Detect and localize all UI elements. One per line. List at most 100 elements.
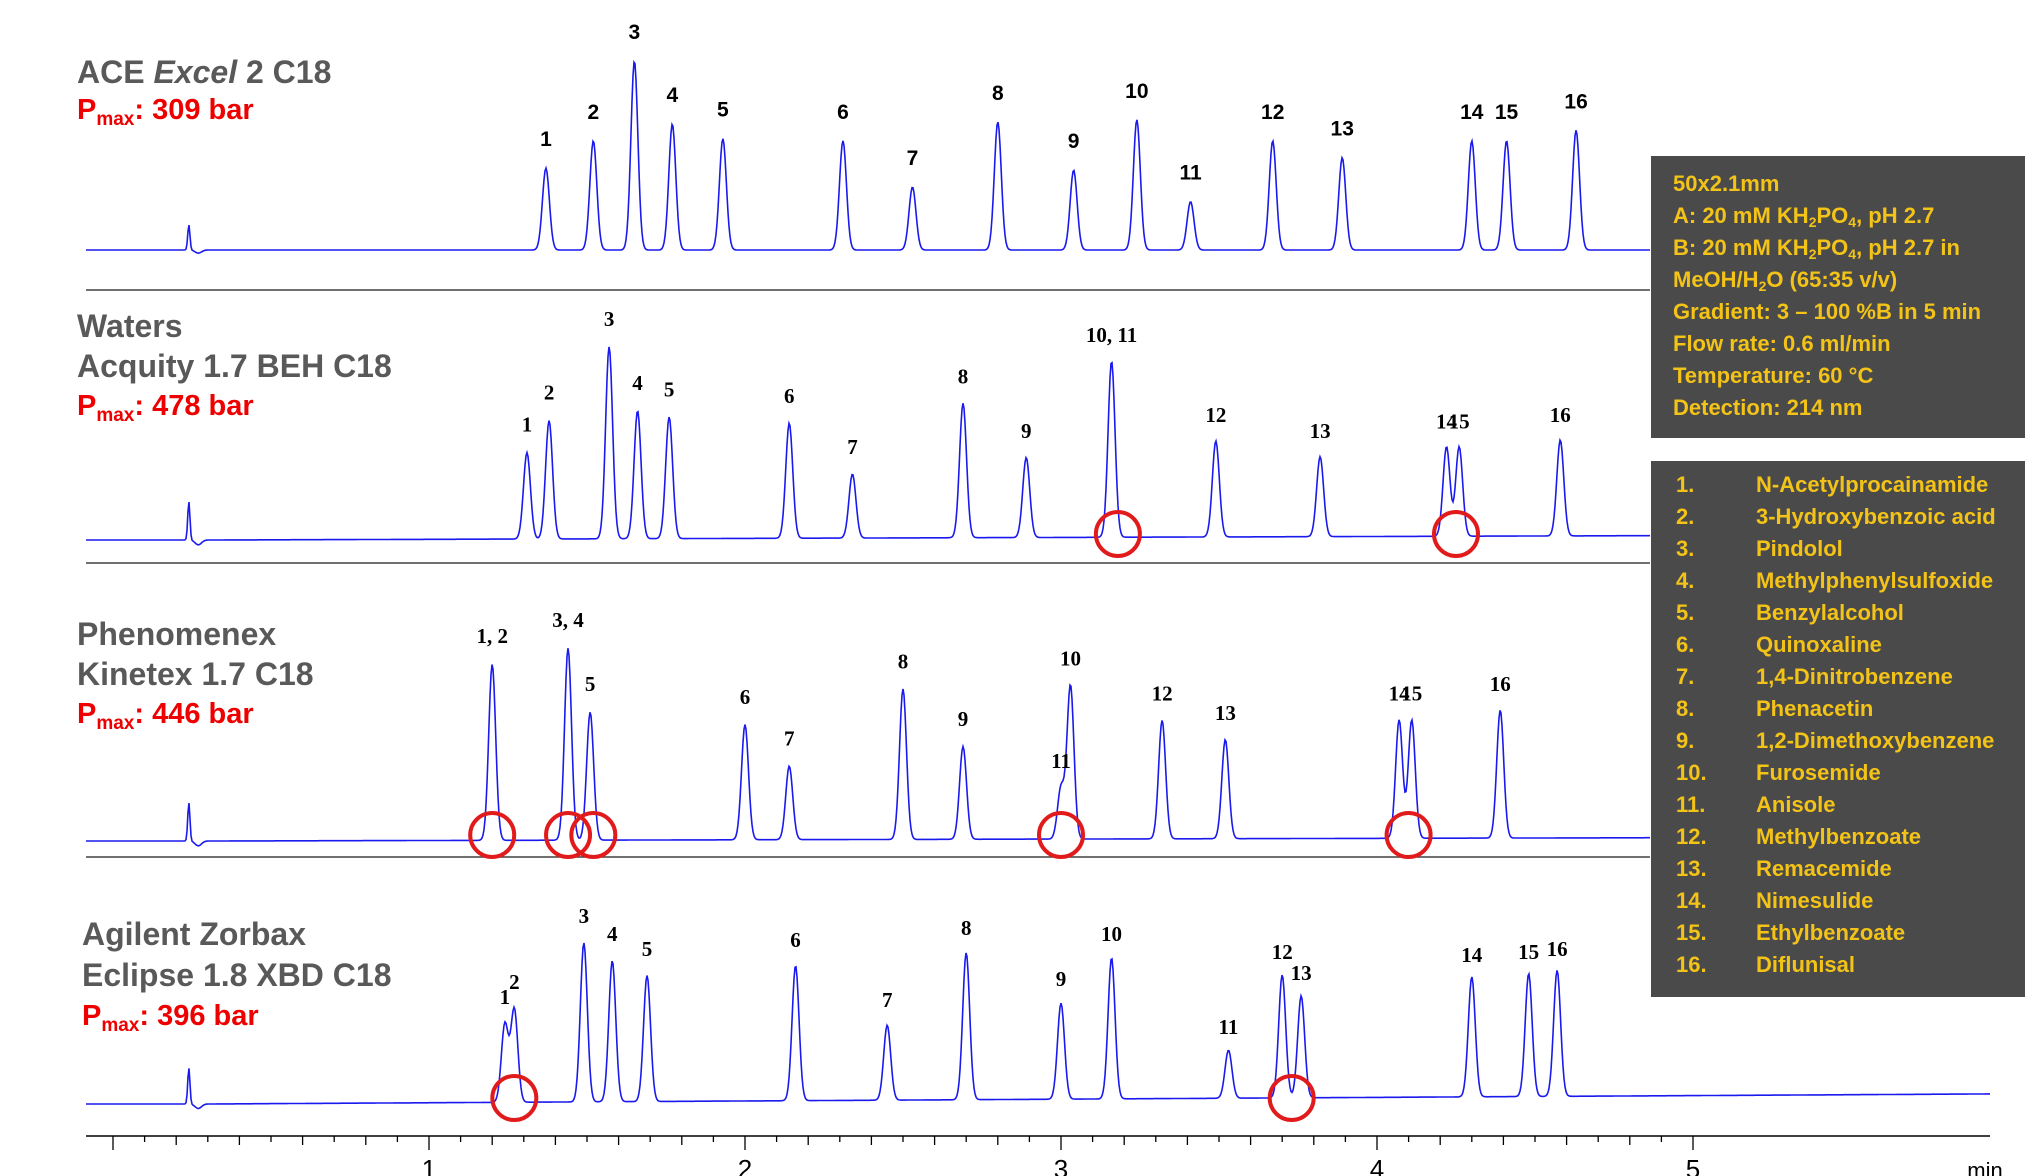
- pmax-phenomenex: Pmax: 446 bar: [77, 698, 254, 734]
- peak-label: 12: [1152, 682, 1173, 706]
- x-axis-unit-label: min: [1967, 1158, 2002, 1176]
- column-title-waters-line1: Waters: [77, 308, 183, 344]
- compound-row: 1. N-Acetylprocainamide: [1651, 469, 2025, 501]
- peak-label: 3: [579, 904, 590, 928]
- compound-number: 9.: [1676, 728, 1695, 753]
- chromatogram-trace: [86, 942, 1990, 1110]
- peak-label: 1: [540, 128, 552, 151]
- x-tick-label: 2: [738, 1154, 752, 1176]
- coelution-circle: [1432, 510, 1480, 558]
- peak-label: 10: [1060, 646, 1081, 670]
- peak-label: 13: [1215, 701, 1236, 725]
- compound-row: 12. Methylbenzoate: [1651, 821, 2025, 853]
- peak-label: 13: [1331, 118, 1354, 141]
- column-title-waters-line2: Acquity 1.7 BEH C18: [77, 348, 392, 384]
- peak-label: 1, 2: [476, 624, 508, 648]
- pmax-waters: Pmax: 478 bar: [77, 390, 254, 426]
- peak-label: 11: [1051, 749, 1071, 773]
- cond-mobile-a: A: 20 mM KH2PO4, pH 2.7: [1673, 203, 1935, 230]
- peak-label: 7: [882, 988, 893, 1012]
- chromatogram-trace: [86, 346, 1651, 546]
- coelution-circle: [544, 811, 593, 859]
- peak-label: 14: [1389, 682, 1411, 706]
- compound-number: 7.: [1676, 664, 1695, 689]
- peak-label: 4: [607, 922, 618, 946]
- peak-label: 5: [717, 99, 729, 122]
- cond-solvent: MeOH/H2O (65:35 v/v): [1673, 267, 1898, 294]
- trace-layer: [86, 59, 1990, 1110]
- peak-label: 7: [784, 726, 795, 750]
- peak-label: 8: [961, 916, 972, 940]
- compound-number: 12.: [1676, 824, 1707, 849]
- coelution-circle: [569, 811, 618, 859]
- peak-label: 13: [1310, 419, 1331, 443]
- coelution-circle: [1384, 811, 1433, 859]
- cond-flow-rate: Flow rate: 0.6 ml/min: [1673, 331, 1891, 356]
- compound-row: 4. Methylphenylsulfoxide: [1651, 565, 2025, 597]
- chromatogram-trace: [86, 59, 1650, 254]
- peak-label: 16: [1564, 90, 1587, 113]
- compound-row: 7. 1,4-Dinitrobenzene: [1651, 661, 2025, 693]
- compound-row: 5. Benzylalcohol: [1651, 597, 2025, 629]
- peak-label: 6: [740, 685, 751, 709]
- peak-label: 14: [1461, 943, 1483, 967]
- x-axis: 1 2 3 4 5 min: [86, 1135, 2003, 1176]
- peak-label: 10: [1101, 922, 1122, 946]
- peak-label: 8: [992, 82, 1004, 105]
- compound-name: Phenacetin: [1756, 696, 1874, 721]
- compound-name: Anisole: [1756, 792, 1836, 817]
- peak-label: 4: [666, 84, 678, 107]
- compound-number: 1.: [1676, 472, 1695, 497]
- compound-number: 5.: [1676, 600, 1695, 625]
- peak-label: 3: [629, 21, 641, 44]
- peak-label: 10, 11: [1086, 323, 1137, 347]
- compound-name: 1,2-Dimethoxybenzene: [1756, 728, 1995, 753]
- peak-label: 7: [847, 435, 858, 459]
- peak-label: 11: [1179, 162, 1202, 185]
- pmax-ace: Pmax: 309 bar: [77, 94, 254, 130]
- compound-number: 16.: [1676, 952, 1707, 977]
- compound-name: Pindolol: [1756, 536, 1843, 561]
- peak-label: 10: [1125, 80, 1148, 103]
- cond-detection: Detection: 214 nm: [1673, 395, 1863, 420]
- compound-row: 16. Diflunisal: [1651, 949, 2025, 981]
- coelution-circle: [468, 811, 517, 859]
- compound-name: Diflunisal: [1756, 952, 1856, 977]
- compound-number: 15.: [1676, 920, 1707, 945]
- compound-row: 10. Furosemide: [1651, 757, 2025, 789]
- pmax-agilent: Pmax: 396 bar: [82, 1000, 259, 1036]
- compound-number: 8.: [1676, 696, 1695, 721]
- compound-number: 4.: [1676, 568, 1695, 593]
- x-tick-label: 5: [1686, 1154, 1700, 1176]
- peak-label: 6: [790, 928, 801, 952]
- coelution-circle: [490, 1074, 539, 1122]
- compound-name: Remacemide: [1756, 856, 1892, 881]
- compound-name: Methylbenzoate: [1756, 824, 1922, 849]
- peak-label: 16: [1550, 403, 1571, 427]
- peak-label: 14: [1436, 409, 1458, 433]
- peak-label: 8: [958, 365, 969, 389]
- column-title-phenomenex-line2: Kinetex 1.7 C18: [77, 656, 314, 692]
- x-tick-label: 4: [1370, 1154, 1384, 1176]
- compound-name: 3-Hydroxybenzoic acid: [1756, 504, 1996, 529]
- cond-mobile-b: B: 20 mM KH2PO4, pH 2.7 in: [1673, 235, 1960, 262]
- compound-number: 11.: [1676, 792, 1706, 817]
- column-title-phenomenex-line1: Phenomenex: [77, 616, 277, 652]
- compound-row: 6. Quinoxaline: [1651, 629, 2025, 661]
- cond-temperature: Temperature: 60 °C: [1673, 363, 1874, 388]
- compound-name: Ethylbenzoate: [1756, 920, 1906, 945]
- peak-label: 1: [500, 985, 511, 1009]
- peak-label: 2: [509, 970, 520, 994]
- compound-name: Nimesulide: [1756, 888, 1874, 913]
- peak-label: 11: [1219, 1015, 1239, 1039]
- peak-label: 9: [1056, 967, 1067, 991]
- peak-label: 8: [898, 650, 909, 674]
- peak-label: 12: [1272, 940, 1293, 964]
- peak-label: 12: [1261, 101, 1284, 124]
- compound-name: Methylphenylsulfoxide: [1756, 568, 1994, 593]
- compound-row: 9. 1,2-Dimethoxybenzene: [1651, 725, 2025, 757]
- peak-label: 7: [907, 147, 919, 170]
- peak-label: 15: [1449, 409, 1470, 433]
- peak-label: 15: [1401, 682, 1422, 706]
